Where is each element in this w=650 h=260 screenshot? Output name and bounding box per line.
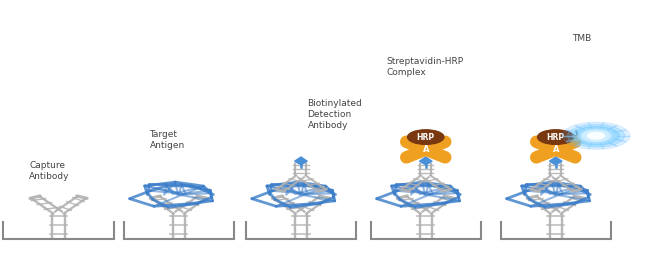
Circle shape (567, 124, 625, 147)
Text: Capture
Antibody: Capture Antibody (29, 161, 70, 181)
Polygon shape (294, 157, 307, 165)
Text: TMB: TMB (572, 34, 592, 43)
Text: Target
Antigen: Target Antigen (150, 130, 185, 150)
Text: A: A (552, 145, 559, 154)
Text: Biotinylated
Detection
Antibody: Biotinylated Detection Antibody (307, 99, 362, 130)
Circle shape (578, 128, 614, 143)
Circle shape (582, 130, 610, 141)
Polygon shape (549, 157, 562, 165)
Text: HRP: HRP (417, 133, 435, 142)
Text: A: A (422, 145, 429, 154)
Text: Streptavidin-HRP
Complex: Streptavidin-HRP Complex (387, 57, 464, 77)
Text: HRP: HRP (547, 133, 565, 142)
Polygon shape (419, 157, 432, 165)
Circle shape (562, 122, 630, 149)
Circle shape (573, 126, 619, 145)
Circle shape (408, 130, 444, 144)
Circle shape (588, 132, 604, 139)
Circle shape (538, 130, 574, 144)
